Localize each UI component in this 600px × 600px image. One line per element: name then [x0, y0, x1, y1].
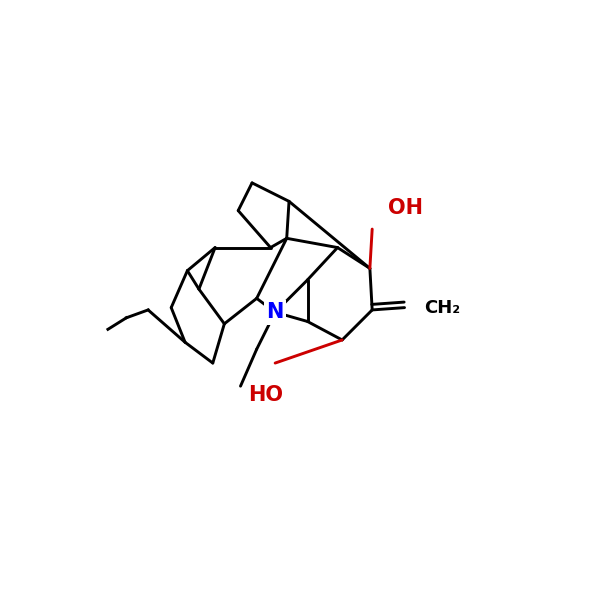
Text: CH₂: CH₂ [424, 299, 461, 317]
Text: OH: OH [388, 198, 424, 218]
Text: N: N [266, 302, 284, 322]
Text: HO: HO [248, 385, 283, 406]
